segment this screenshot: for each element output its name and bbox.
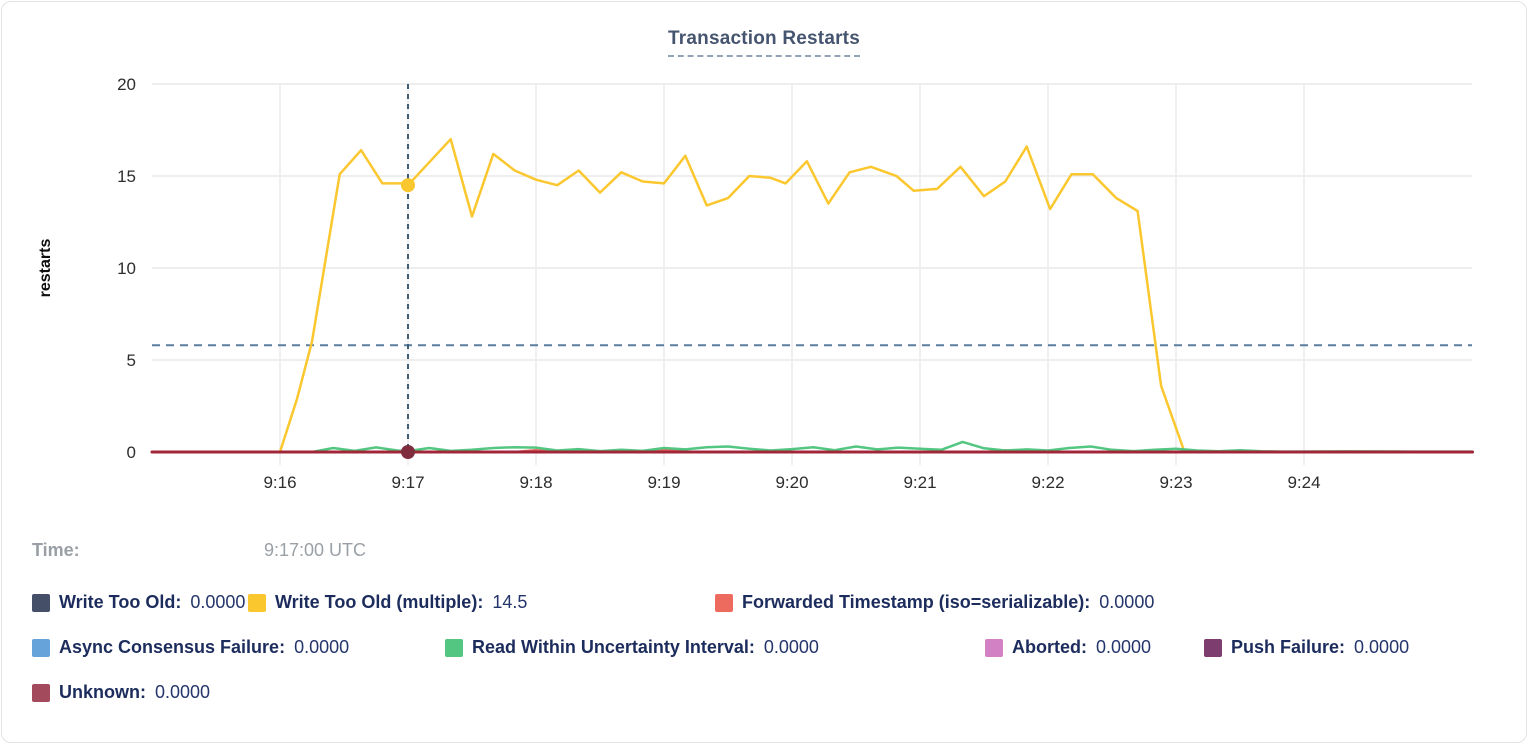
legend-value: 14.5 — [492, 592, 528, 612]
legend-swatch-read-within-uncertainty-interval — [445, 638, 463, 657]
x-tick-label: 9:23 — [1159, 473, 1192, 492]
legend-swatch-push-failure — [1204, 638, 1222, 657]
legend-item-unknown[interactable]: Unknown: 0.0000 — [32, 682, 210, 703]
legend-label: Aborted: — [1012, 637, 1087, 657]
legend-item-write-too-old-multiple[interactable]: Write Too Old (multiple): 14.5 — [248, 592, 715, 613]
crosshair-marker-dot — [401, 445, 415, 459]
legend-swatch-unknown — [32, 683, 50, 702]
legend-item-push-failure[interactable]: Push Failure: 0.0000 — [1204, 637, 1409, 658]
x-tick-label: 9:19 — [647, 473, 680, 492]
legend-item-read-within-uncertainty-interval[interactable]: Read Within Uncertainty Interval: 0.0000 — [445, 637, 985, 658]
legend-value: 0.0000 — [190, 592, 246, 612]
legend-swatch-write-too-old-multiple — [248, 593, 266, 612]
x-tick-label: 9:21 — [903, 473, 936, 492]
x-tick-label: 9:22 — [1031, 473, 1064, 492]
chart-title[interactable]: Transaction Restarts — [668, 28, 860, 57]
y-axis-title: restarts — [37, 239, 54, 298]
legend-label: Unknown: — [59, 682, 146, 702]
y-tick-label: 20 — [117, 75, 136, 94]
legend-value: 0.0000 — [763, 637, 819, 657]
chart-title-wrap: Transaction Restarts — [2, 28, 1526, 57]
legend-label: Read Within Uncertainty Interval: — [472, 637, 755, 657]
tooltip-time-row: Time: 9:17:00 UTC — [32, 540, 366, 561]
legend-item-write-too-old[interactable]: Write Too Old: 0.0000 — [32, 592, 248, 613]
legend-row: Async Consensus Failure: 0.0000 Read Withi… — [32, 637, 1409, 658]
legend-row: Unknown: 0.0000 — [32, 682, 210, 703]
tooltip-time-value: 9:17:00 UTC — [264, 540, 367, 560]
legend-value: 0.0000 — [1096, 637, 1152, 657]
x-tick-label: 9:16 — [263, 473, 296, 492]
legend-label: Push Failure: — [1231, 637, 1346, 657]
x-tick-label: 9:24 — [1287, 473, 1320, 492]
restarts-line-chart[interactable]: 0 5 10 15 20 9:16 9:17 9:18 9:19 9:20 9:21 9:22 9:23… — [2, 2, 1527, 507]
crosshair-marker-dot — [401, 178, 415, 193]
y-tick-label: 0 — [127, 443, 136, 462]
legend-value: 0.0000 — [294, 637, 350, 657]
legend-label: Write Too Old: — [59, 592, 182, 612]
x-tick-label: 9:20 — [775, 473, 808, 492]
legend-label: Write Too Old (multiple): — [275, 592, 484, 612]
tooltip-time-label: Time: — [32, 540, 80, 560]
chart-plot-area[interactable] — [152, 84, 1472, 452]
legend-swatch-async-consensus-failure — [32, 638, 50, 657]
legend-value: 0.0000 — [1354, 637, 1410, 657]
legend-swatch-aborted — [985, 638, 1003, 657]
y-tick-label: 15 — [117, 167, 136, 186]
legend-label: Forwarded Timestamp (iso=serializable): — [742, 592, 1091, 612]
legend-row: Write Too Old: 0.0000 Write Too Old (multi… — [32, 592, 1154, 613]
x-tick-label: 9:17 — [391, 473, 424, 492]
x-tick-label: 9:18 — [519, 473, 552, 492]
legend-value: 0.0000 — [1099, 592, 1155, 612]
legend-item-aborted[interactable]: Aborted: 0.0000 — [985, 637, 1204, 658]
legend-swatch-forwarded-timestamp-iso-serializable — [715, 593, 733, 612]
legend-value: 0.0000 — [155, 682, 211, 702]
legend-label: Async Consensus Failure: — [59, 637, 286, 657]
legend-item-async-consensus-failure[interactable]: Async Consensus Failure: 0.0000 — [32, 637, 445, 658]
y-tick-label: 5 — [127, 351, 136, 370]
y-tick-label: 10 — [117, 259, 136, 278]
legend-swatch-write-too-old — [32, 593, 50, 612]
legend-item-forwarded-timestamp-iso-serializable[interactable]: Forwarded Timestamp (iso=serializable): 0… — [715, 592, 1154, 613]
